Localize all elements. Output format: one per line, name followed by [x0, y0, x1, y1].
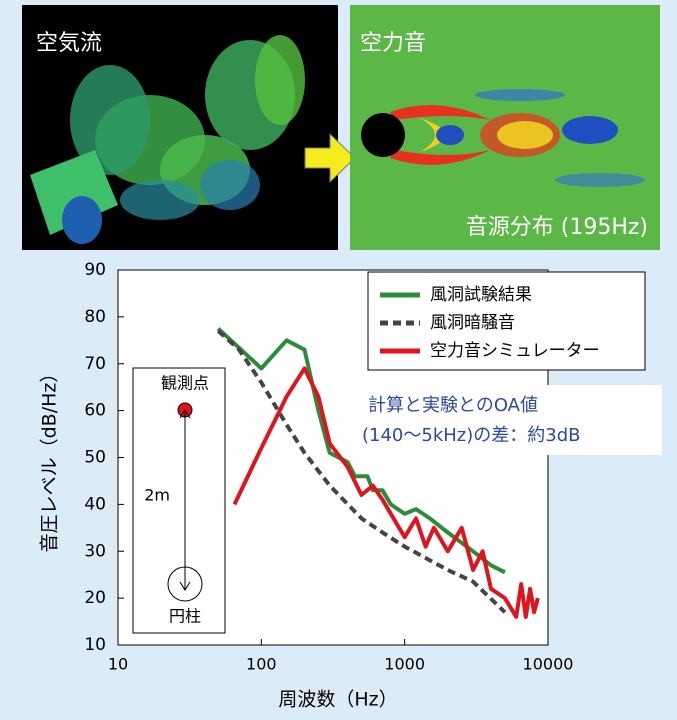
annotation: (140〜5kHz)の差：約3dB — [362, 425, 581, 446]
annotation: 計算と実験とのOA値 — [368, 395, 538, 416]
inset-cylinder: 円柱 — [169, 607, 201, 626]
x-tick-label: 10 — [108, 655, 128, 674]
x-tick-label: 10000 — [523, 655, 574, 674]
y-axis-label: 音圧レベル（dB/Hz） — [39, 364, 61, 553]
y-tick-label: 10 — [84, 635, 106, 655]
x-axis-label: 周波数（Hz） — [278, 689, 397, 711]
y-tick-label: 50 — [84, 448, 106, 468]
x-tick-label: 1000 — [384, 655, 425, 674]
figure: 空気流 空力音 音源分布 (195Hz) 周波数（Hz） 音圧レベル（dB/Hz… — [0, 0, 677, 720]
y-tick-label: 30 — [84, 541, 106, 561]
y-tick-label: 80 — [84, 307, 106, 327]
legend-label: 空力音シミュレーター — [430, 341, 600, 361]
y-tick-label: 70 — [84, 354, 106, 374]
y-tick-label: 20 — [84, 588, 106, 608]
legend-label: 風洞試験結果 — [430, 285, 532, 305]
y-tick-label: 60 — [84, 401, 106, 421]
page: {"panels": {"left_label": "空気流", "right_… — [0, 0, 677, 720]
inset-distance: 2m — [144, 486, 170, 505]
x-tick-label: 100 — [246, 655, 277, 674]
legend-label: 風洞暗騒音 — [430, 313, 515, 333]
inset-observer: 観測点 — [161, 374, 209, 393]
y-tick-label: 40 — [84, 494, 106, 514]
panel-caption: 音源分布 (195Hz) — [466, 215, 648, 240]
panel-label: 空力音 — [360, 31, 426, 56]
y-tick-label: 90 — [84, 260, 106, 280]
panel-label: 空気流 — [36, 31, 102, 56]
